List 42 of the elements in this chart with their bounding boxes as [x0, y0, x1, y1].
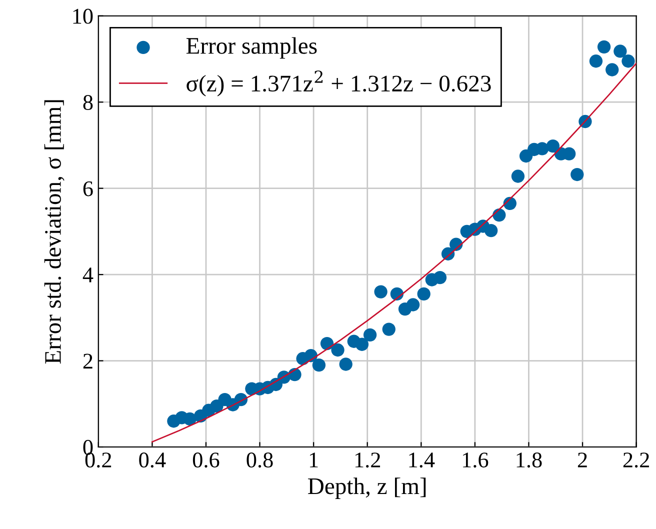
x-tick-label: 1.2	[355, 452, 380, 468]
point	[622, 54, 635, 68]
y-axis-title: Error std. deviation, σ [mm]	[44, 100, 64, 364]
point	[363, 328, 377, 342]
point	[382, 322, 396, 336]
point	[570, 168, 584, 182]
x-tick-label: 2	[578, 452, 587, 468]
point	[511, 170, 525, 183]
point	[339, 358, 352, 371]
point	[433, 270, 447, 284]
x-axis-title: Depth, z [m]	[308, 478, 426, 499]
x-tick-label: 0.8	[246, 452, 273, 468]
y-tick-label: 8	[83, 95, 93, 110]
y-tick-label: 6	[83, 181, 93, 196]
point	[606, 63, 619, 76]
x-tick-label: 0.6	[192, 452, 220, 468]
legend-label: Error samples	[186, 37, 317, 59]
x-tick-label: 1.4	[409, 452, 435, 468]
x-tick-label: 0.2	[85, 452, 112, 468]
point	[406, 298, 420, 312]
point	[484, 224, 498, 238]
y-tick-label: 0	[83, 440, 93, 455]
point	[374, 285, 388, 298]
point	[597, 40, 611, 54]
x-tick-label: 0.4	[139, 452, 166, 468]
point	[589, 54, 603, 68]
point	[614, 44, 627, 58]
x-tick-label: 1.8	[516, 452, 542, 468]
x-tick-label: 1	[310, 452, 318, 468]
legend-label: σ(z) = 1.371z$^{2}$ + 1.312z − 0.623	[186, 70, 491, 96]
x-tick-label: 2.2	[623, 452, 649, 468]
x-tick-label: 1.6	[463, 452, 488, 468]
point	[312, 358, 326, 372]
point	[536, 142, 549, 156]
y-tick-label: 4	[82, 268, 94, 282]
point	[546, 139, 560, 153]
point	[355, 338, 369, 351]
y-tick-label: 2	[83, 354, 92, 368]
y-tick-label: 10	[73, 8, 93, 24]
point	[331, 343, 344, 357]
point	[417, 287, 430, 301]
line-series	[151, 62, 636, 443]
